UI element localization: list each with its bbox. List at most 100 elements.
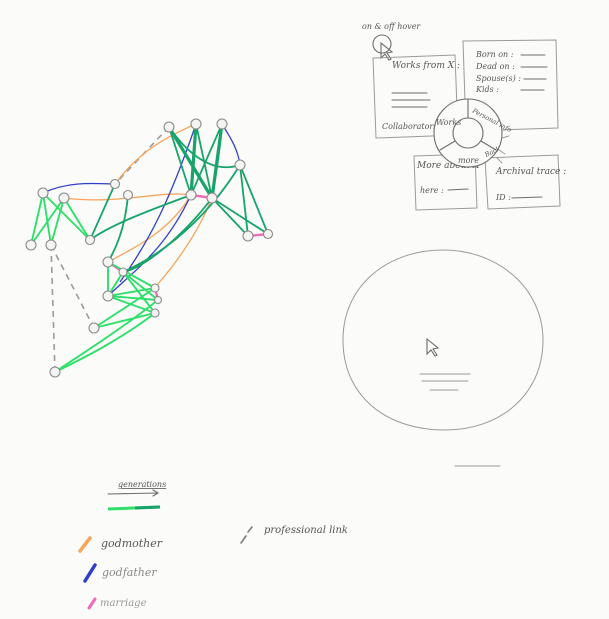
here-label: here :	[420, 186, 444, 195]
parent-link	[190, 123, 223, 196]
person-node[interactable]	[242, 230, 254, 242]
godmother-links	[63, 123, 213, 286]
person-node[interactable]	[262, 228, 274, 240]
born-on-label: Born on :	[475, 50, 514, 59]
zoom-circle	[342, 249, 544, 431]
person-node[interactable]	[118, 267, 128, 277]
archival-label: Archival trace :	[495, 167, 566, 177]
parent-link	[42, 192, 91, 241]
parent-link	[167, 126, 214, 199]
person-node[interactable]	[102, 256, 114, 268]
works-lines	[391, 92, 431, 108]
parent-link	[122, 271, 159, 301]
person-node[interactable]	[109, 178, 121, 190]
wheel-works-button[interactable]: Works	[436, 118, 461, 127]
zoom-lines	[419, 373, 501, 467]
person-node[interactable]	[190, 118, 202, 130]
parent-link	[107, 295, 159, 301]
parent-links-light	[30, 192, 159, 373]
godmother-link	[114, 123, 197, 185]
parent-link	[122, 164, 241, 273]
legend-generations-label: generations	[118, 480, 166, 489]
wheel-tick-marks	[496, 135, 510, 164]
person-node[interactable]	[234, 159, 246, 171]
zoom-view-sketch	[342, 249, 544, 467]
person-node[interactable]	[122, 189, 134, 201]
legend-marriage-label: marriage	[100, 598, 147, 609]
kids-label: Kids :	[475, 85, 499, 94]
person-node[interactable]	[49, 366, 61, 378]
person-node[interactable]	[102, 290, 114, 302]
parent-link	[168, 126, 192, 196]
archival-panel	[484, 154, 561, 210]
died-on-label: Dead on :	[475, 62, 515, 71]
godmother-swatch	[78, 536, 92, 553]
parent-link	[211, 197, 269, 235]
parent-link	[63, 197, 91, 241]
person-node[interactable]	[153, 295, 163, 305]
spouses-label: Spouse(s) :	[476, 74, 521, 83]
parent-links-dark	[89, 123, 269, 273]
person-node[interactable]	[150, 283, 160, 293]
person-node[interactable]	[45, 239, 57, 251]
person-node[interactable]	[88, 322, 100, 334]
godfather-link	[42, 182, 116, 194]
parent-link	[42, 192, 52, 246]
godfather-swatch	[83, 563, 97, 583]
parent-link	[54, 299, 159, 373]
person-info-card: on & off hover Works from X : Collaborat…	[362, 22, 566, 211]
cursor-arrow-icon	[426, 337, 440, 357]
legend-professional-label: professional link	[264, 525, 348, 536]
parent-link	[89, 194, 192, 241]
parent-link	[239, 164, 249, 237]
legend: generations godmother godfather marriage…	[78, 480, 348, 610]
professional-link	[50, 244, 95, 329]
parent-link	[107, 194, 129, 263]
parent-link	[107, 261, 156, 289]
personal-info-lines	[520, 54, 548, 91]
person-node[interactable]	[216, 118, 228, 130]
godmother-link	[107, 194, 192, 263]
wheel-dividers	[439, 98, 497, 151]
radial-wheel: Works Personal info more Back	[433, 98, 513, 168]
parent-link	[239, 164, 269, 235]
legend-godfather-label: godfather	[102, 566, 157, 579]
person-node[interactable]	[84, 234, 96, 246]
person-node[interactable]	[25, 239, 37, 251]
professional-links	[50, 126, 170, 373]
works-label: Works from X :	[392, 61, 460, 71]
person-node[interactable]	[185, 189, 197, 201]
parent-link	[54, 312, 156, 373]
parent-link	[107, 287, 156, 297]
godfather-link	[107, 194, 192, 297]
professional-link	[50, 244, 56, 373]
parent-link	[50, 197, 65, 246]
person-node[interactable]	[163, 121, 175, 133]
professional-link	[114, 126, 170, 185]
parent-link	[107, 295, 156, 314]
parent-link	[93, 312, 156, 329]
professional-swatch	[240, 526, 253, 544]
id-label: ID :	[495, 193, 511, 202]
person-node[interactable]	[150, 308, 160, 318]
godfather-link	[119, 123, 197, 283]
hover-caption: on & off hover	[362, 22, 421, 31]
more-about-label: More about X	[416, 161, 480, 171]
parent-link	[210, 123, 224, 199]
parent-link	[93, 287, 156, 329]
person-node[interactable]	[206, 192, 218, 204]
person-node[interactable]	[58, 192, 70, 204]
godmother-link	[63, 193, 192, 201]
id-line	[511, 196, 543, 199]
genealogy-network	[25, 118, 274, 378]
person-node[interactable]	[37, 187, 49, 199]
parent-link	[189, 123, 198, 196]
parent-link	[30, 192, 44, 246]
person-nodes	[25, 118, 274, 378]
parent-link	[195, 123, 213, 199]
wheel-more-button[interactable]: more	[458, 156, 479, 165]
parent-link	[30, 197, 65, 246]
generations-swatch-dark	[134, 505, 161, 510]
here-line	[447, 188, 469, 191]
